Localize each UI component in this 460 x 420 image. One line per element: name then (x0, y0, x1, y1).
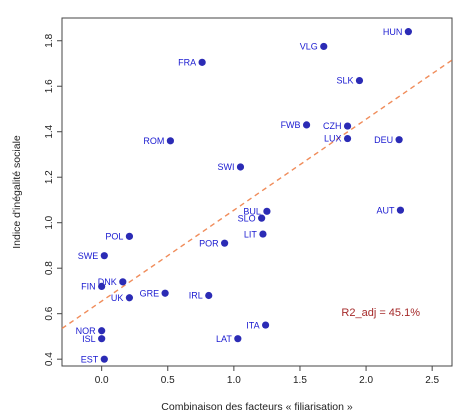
point-label: ISL (82, 334, 96, 344)
x-tick-label: 0.5 (161, 375, 175, 386)
y-axis: 0.4 0.6 0.8 1.0 1.2 1.4 1.6 1.8 (44, 33, 62, 366)
y-axis-label: Indice d'inégalité sociale (11, 135, 23, 249)
point-label: DEU (374, 135, 393, 145)
point-label: SLK (336, 76, 353, 86)
data-point (258, 214, 266, 222)
data-point (263, 207, 271, 215)
point-label: FWB (281, 120, 301, 130)
data-point (100, 355, 108, 363)
data-point (100, 252, 108, 260)
point-label: SWI (217, 162, 234, 172)
data-point (395, 136, 403, 144)
data-point (198, 58, 206, 66)
data-point (125, 294, 134, 302)
data-point (166, 137, 175, 145)
x-tick-label: 2.5 (425, 375, 439, 386)
point-label: ITA (246, 320, 259, 330)
point-label: LAT (216, 334, 232, 344)
data-point (302, 121, 311, 129)
data-point (355, 76, 364, 85)
point-label: POL (105, 232, 123, 242)
data-point (343, 134, 352, 143)
point-label: SLO (238, 213, 256, 223)
point-label: ROM (143, 136, 164, 146)
point-label: DNK (98, 277, 117, 287)
y-tick-label: 1.4 (44, 124, 55, 138)
point-label: GRE (140, 288, 160, 298)
x-tick-label: 1.5 (293, 375, 307, 386)
point-label: EST (81, 354, 99, 364)
data-point (343, 122, 352, 130)
data-point (161, 289, 169, 297)
r2-annotation: R2_adj = 45.1% (341, 307, 420, 319)
data-point (234, 335, 242, 343)
plot-frame (61, 17, 453, 367)
y-tick-label: 1.2 (44, 170, 55, 184)
y-tick-label: 0.4 (44, 352, 55, 366)
x-axis: 0.0 0.5 1.0 1.5 2.0 2.5 (95, 366, 440, 386)
point-label: POR (199, 238, 219, 248)
x-tick-label: 2.0 (359, 375, 373, 386)
y-tick-label: 1.0 (44, 215, 55, 229)
x-axis-label: Combinaison des facteurs « filiarisation… (161, 401, 353, 413)
point-label: UK (111, 293, 124, 303)
data-point (320, 42, 328, 51)
data-point (98, 335, 106, 343)
x-tick-label: 1.0 (227, 375, 241, 386)
data-point (98, 327, 106, 335)
point-label: LIT (244, 229, 258, 239)
fit-line-group (61, 59, 453, 330)
point-label: HUN (383, 27, 403, 37)
y-tick-label: 0.8 (44, 261, 55, 275)
x-tick-label: 0.0 (95, 375, 109, 386)
point-label: NOR (76, 326, 97, 336)
point-label: FRA (178, 58, 196, 68)
point-label: IRL (189, 291, 203, 301)
data-point (261, 321, 270, 329)
fit-line (61, 59, 453, 330)
data-point (119, 278, 127, 286)
y-tick-label: 1.6 (44, 79, 55, 93)
y-tick-label: 0.6 (44, 306, 55, 320)
data-point (205, 291, 213, 300)
data-point (404, 28, 412, 36)
point-label: FIN (81, 282, 96, 292)
y-tick-label: 1.8 (44, 33, 55, 47)
point-label: VLG (300, 42, 318, 52)
point-label: AUT (376, 205, 395, 215)
data-point (98, 282, 106, 290)
data-point (259, 230, 267, 238)
data-point (221, 239, 229, 247)
point-label: BUL (243, 207, 261, 217)
data-point (236, 163, 245, 171)
point-label: LUX (324, 134, 342, 144)
data-point (125, 232, 134, 240)
point-label: SWE (78, 251, 99, 261)
point-label: CZH (323, 121, 342, 131)
data-point (396, 206, 405, 214)
